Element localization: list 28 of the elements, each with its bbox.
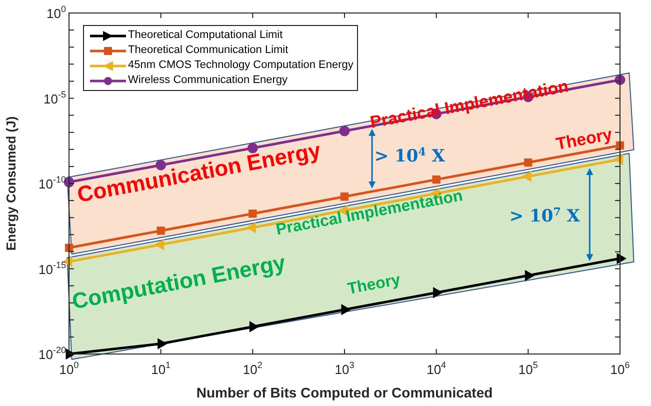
point <box>249 322 258 332</box>
point <box>156 226 165 235</box>
annotation: Theory <box>346 272 402 298</box>
annotation: > 10$^{7}$ X <box>509 205 581 227</box>
annotation: Theory <box>554 124 614 154</box>
point <box>432 175 440 184</box>
point <box>524 270 534 280</box>
point <box>64 244 74 252</box>
point <box>616 141 624 150</box>
point <box>341 304 350 314</box>
annotation: > 10$^{4}$ X <box>374 145 446 167</box>
point <box>248 210 257 218</box>
x-axis-title: Number of Bits Computed or Communicated <box>196 384 493 400</box>
y-axis-title: Energy Consumed (J) <box>3 116 18 251</box>
legend-label: 45nm CMOS Technology Computation Energy <box>128 58 354 73</box>
point <box>614 154 624 164</box>
point <box>339 126 350 136</box>
legend-label: Theoretical Communication Limit <box>128 43 288 58</box>
point <box>616 254 626 264</box>
point <box>247 222 256 232</box>
legend-label: Theoretical Computational Limit <box>128 28 283 43</box>
point <box>158 339 166 348</box>
point <box>156 240 164 250</box>
legend-label: Wireless Communication Energy <box>128 73 288 88</box>
point <box>522 172 532 182</box>
annotation: Computation Energy <box>70 250 288 314</box>
point <box>524 158 532 167</box>
point <box>433 288 442 298</box>
